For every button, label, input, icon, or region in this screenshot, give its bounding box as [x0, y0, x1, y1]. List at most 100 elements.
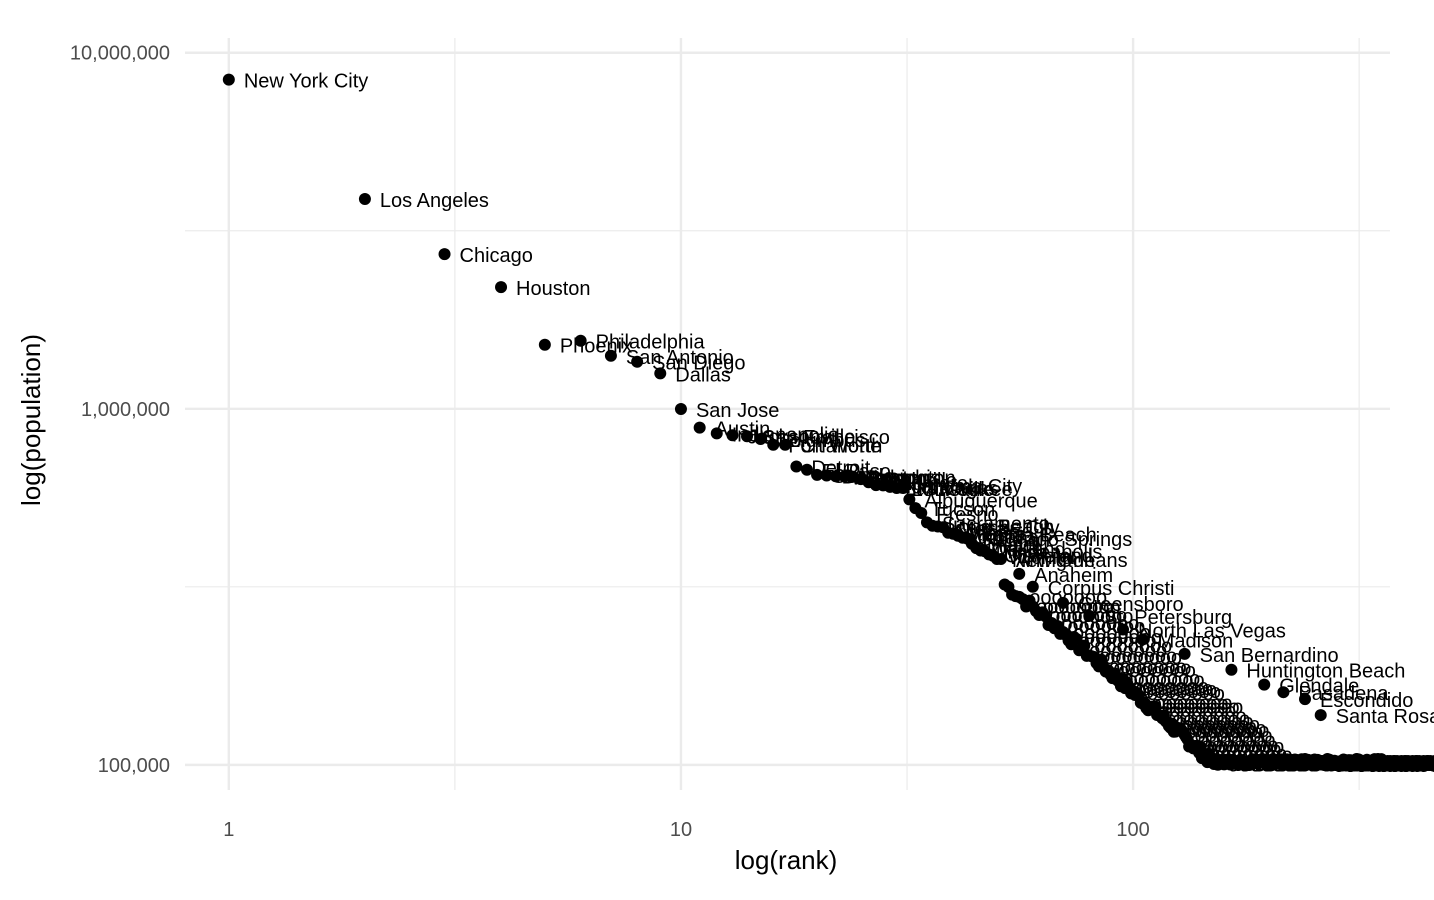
point-label: Huntington Beach	[1246, 661, 1405, 683]
point-label-tail: ooooooo	[1094, 636, 1172, 658]
point-label: San Jose	[696, 400, 779, 422]
point-label: Oklahoma City	[891, 476, 1022, 498]
y-axis-ticks: 100,000 1,000,000 10,000,000	[70, 43, 170, 777]
point-label: St. Petersburg	[1104, 607, 1232, 629]
data-point	[829, 470, 842, 483]
data-point	[754, 433, 767, 446]
data-point	[1375, 756, 1388, 769]
data-point	[897, 482, 910, 495]
data-point	[538, 338, 551, 351]
data-point	[779, 438, 792, 451]
point-label-tail: ooooooo	[1379, 751, 1434, 773]
point-label-tail: ooooooo	[1192, 720, 1270, 742]
point-label-tail: ooooooo	[1109, 656, 1187, 678]
point-label: Greensboro	[1078, 594, 1184, 616]
point-label: Albuquerque	[924, 490, 1037, 512]
data-point	[1136, 633, 1149, 646]
data-point	[358, 192, 371, 205]
point-label-tail: ooooooo	[1382, 753, 1434, 775]
data-point	[674, 403, 687, 416]
point-label: Kansas City	[953, 518, 1060, 540]
labeled-point: North Las Vegas	[1117, 620, 1286, 642]
point-label-tail: ooooooo	[1176, 711, 1254, 733]
point-label-tail: ooooooo	[1122, 668, 1200, 690]
data-point	[811, 468, 824, 481]
point-label-tail: ooooooo	[1390, 752, 1434, 774]
point-label: Madison	[1158, 630, 1234, 652]
labeled-point: Huntington Beach	[1225, 661, 1405, 683]
point-label: San Diego	[652, 353, 745, 375]
data-point	[631, 355, 644, 368]
point-label: New York City	[244, 71, 369, 93]
labeled-point: Greensboro	[1057, 594, 1184, 616]
point-label-tail: ooooooo	[1389, 751, 1434, 773]
point-label: Houston	[516, 278, 591, 300]
point-label: Omaha	[973, 527, 1039, 549]
point-label-tail: ooooooo	[1147, 683, 1225, 705]
labeled-point: Dallas	[654, 364, 731, 386]
labeled-point: Miami	[965, 535, 1040, 557]
point-label-tail: ooooooo	[1391, 749, 1434, 771]
data-point	[1013, 567, 1026, 580]
point-label: Glendale	[1279, 676, 1359, 698]
labeled-point: San Francisco	[741, 427, 890, 449]
labeled-point: San Diego	[631, 353, 746, 375]
y-axis-title: log(population)	[16, 334, 46, 506]
point-label: Colorado Springs	[978, 529, 1133, 551]
x-axis-title: log(rank)	[735, 845, 838, 875]
data-point	[654, 367, 667, 380]
point-label: Arlington	[1016, 550, 1095, 572]
point-label-tail: ooooooo	[1188, 718, 1266, 740]
point-label-tail: ooooooo	[1151, 693, 1229, 715]
point-label-tail: ooooooo	[1374, 755, 1434, 777]
point-label: Raleigh	[982, 530, 1050, 552]
x-tick-label: 10	[670, 819, 692, 841]
point-label-tail: ooooooo	[1383, 755, 1434, 777]
point-label-tail: ooooooo	[1162, 697, 1240, 719]
point-label-tail: ooooooo	[1143, 681, 1221, 703]
point-label: Louisville	[912, 479, 994, 501]
data-point	[222, 73, 235, 86]
point-label-tail: ooooooo	[1139, 679, 1217, 701]
data-point	[820, 469, 833, 482]
x-axis-ticks: 1 10 100	[223, 819, 1150, 841]
point-label-tail: ooooooo	[1029, 587, 1107, 609]
labeled-point: Arlington	[994, 550, 1095, 572]
point-label: Portland	[898, 476, 973, 498]
labeled-point: Pasadena	[1277, 683, 1389, 705]
dense-points: oooooooooooooooooooooooooooooooooooooooo…	[998, 578, 1434, 777]
y-tick-label: 100,000	[98, 755, 170, 777]
point-label: Escondido	[1320, 690, 1413, 712]
data-point	[1277, 686, 1290, 699]
point-label: Fresno	[936, 504, 998, 526]
data-point	[495, 281, 508, 294]
point-label: Oakland	[991, 539, 1066, 561]
point-label: Tulsa	[1000, 542, 1049, 564]
point-label-tail: ooooooo	[1118, 660, 1196, 682]
data-point	[800, 463, 813, 476]
point-label-tail: ooooooo	[1375, 753, 1434, 775]
data-point	[1057, 596, 1070, 609]
labeled-point: Corpus Christi	[1026, 578, 1174, 600]
labeled-point: Fresno	[915, 504, 999, 526]
point-label-tail: ooooooo	[1195, 725, 1273, 747]
data-point	[1314, 709, 1327, 722]
point-label-tail: ooooooo	[1386, 751, 1434, 773]
point-label: Long Beach	[947, 517, 1054, 539]
point-label: Cleveland	[1004, 545, 1093, 567]
labeled-point: Charlotte	[779, 436, 881, 458]
labeled-point: St. Petersburg	[1083, 607, 1232, 629]
point-label: Virginia Beach	[968, 525, 1097, 547]
data-point	[726, 429, 739, 442]
data-point	[767, 438, 780, 451]
point-label: Philadelphia	[596, 332, 706, 354]
labeled-point: Fort Worth	[767, 436, 882, 458]
labeled-point: Philadelphia	[574, 332, 706, 354]
grid	[185, 38, 1390, 790]
data-point	[1299, 693, 1312, 706]
labeled-point: Madison	[1136, 630, 1234, 652]
point-label-tail: ooooooo	[1376, 751, 1434, 773]
x-tick-label: 100	[1116, 819, 1149, 841]
data-point	[741, 430, 754, 443]
point-label-tail: ooooooo	[1158, 700, 1236, 722]
